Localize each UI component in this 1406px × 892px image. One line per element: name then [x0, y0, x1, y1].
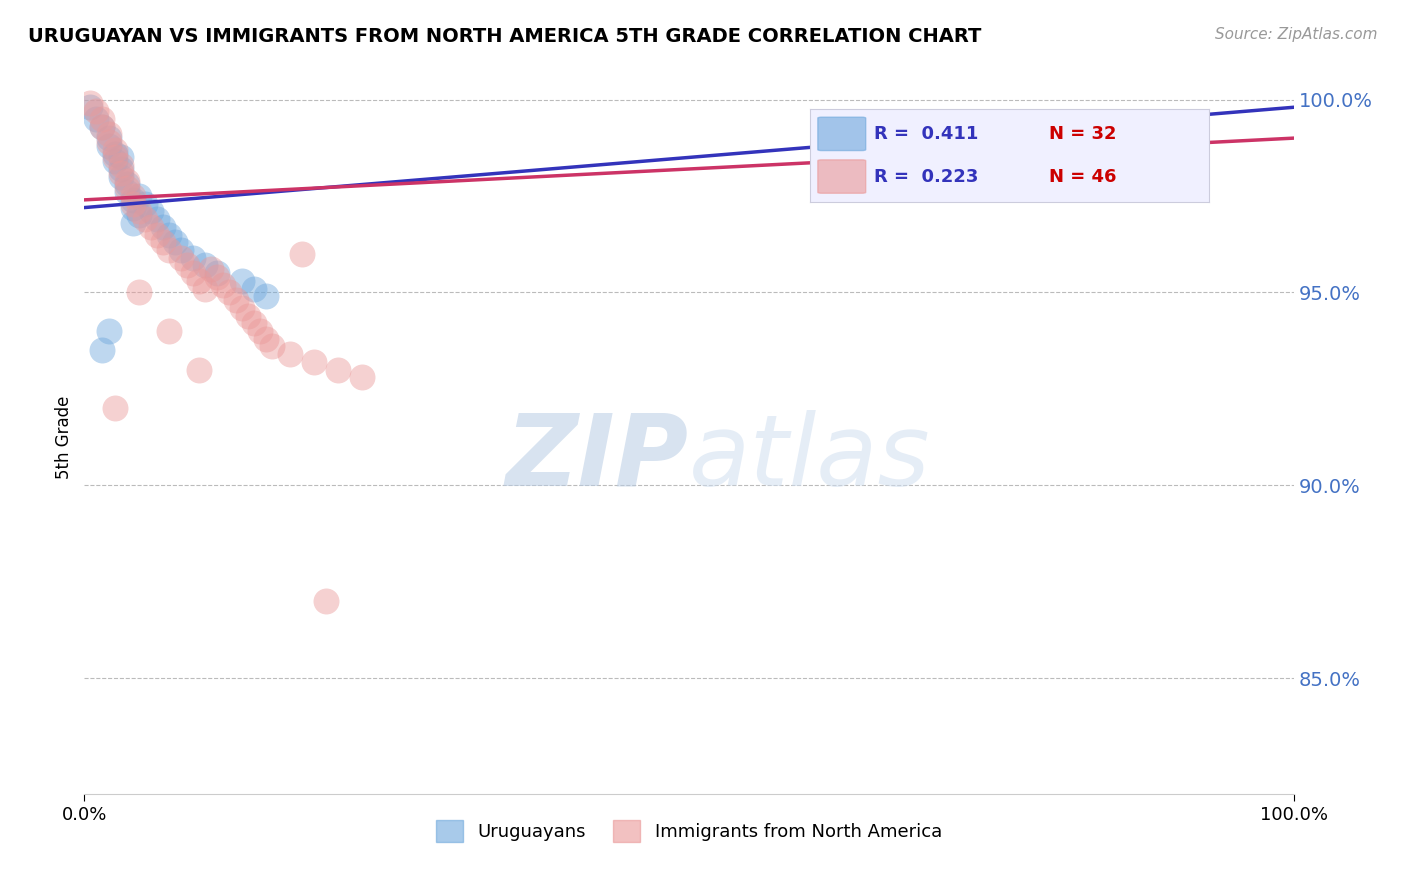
Point — [315, 594, 337, 608]
Point — [121, 196, 143, 211]
Point — [104, 150, 127, 164]
Point — [218, 285, 240, 300]
Point — [115, 181, 138, 195]
Point — [128, 204, 150, 219]
Point — [110, 158, 132, 172]
Point — [291, 247, 314, 261]
Point — [110, 166, 132, 180]
Point — [242, 316, 264, 330]
Legend: Uruguayans, Immigrants from North America: Uruguayans, Immigrants from North Americ… — [429, 813, 949, 849]
Point — [236, 309, 259, 323]
Point — [86, 104, 108, 119]
Text: URUGUAYAN VS IMMIGRANTS FROM NORTH AMERICA 5TH GRADE CORRELATION CHART: URUGUAYAN VS IMMIGRANTS FROM NORTH AMERI… — [28, 27, 981, 45]
Point — [242, 282, 264, 296]
Point — [157, 243, 180, 257]
Point — [200, 262, 222, 277]
Point — [104, 143, 127, 157]
Point — [121, 189, 143, 203]
Point — [254, 289, 277, 303]
Point — [165, 235, 187, 250]
Point — [97, 128, 120, 142]
Point — [139, 204, 162, 219]
Point — [212, 277, 235, 292]
Point — [121, 201, 143, 215]
Point — [104, 401, 127, 416]
Point — [249, 324, 271, 338]
Point — [79, 100, 101, 114]
Point — [134, 196, 156, 211]
Point — [225, 293, 247, 307]
Point — [170, 251, 193, 265]
Y-axis label: 5th Grade: 5th Grade — [55, 395, 73, 479]
Point — [97, 131, 120, 145]
Point — [110, 161, 132, 176]
Point — [97, 324, 120, 338]
Point — [194, 259, 217, 273]
Point — [104, 154, 127, 169]
Point — [181, 266, 204, 280]
Point — [115, 185, 138, 199]
Point — [188, 362, 211, 376]
Point — [115, 173, 138, 187]
Point — [91, 120, 114, 134]
Point — [181, 251, 204, 265]
Point — [86, 112, 108, 126]
Point — [97, 135, 120, 149]
Point — [115, 178, 138, 192]
Point — [146, 227, 169, 242]
Point — [157, 324, 180, 338]
Point — [134, 212, 156, 227]
Point — [146, 212, 169, 227]
Point — [79, 96, 101, 111]
Point — [352, 370, 374, 384]
Point — [91, 120, 114, 134]
Point — [152, 235, 174, 250]
Point — [97, 139, 120, 153]
Text: ZIP: ZIP — [506, 410, 689, 507]
Point — [260, 339, 283, 353]
Point — [194, 282, 217, 296]
Point — [231, 301, 253, 315]
Point — [278, 347, 301, 361]
Point — [157, 227, 180, 242]
Text: atlas: atlas — [689, 410, 931, 507]
Point — [104, 146, 127, 161]
Point — [207, 270, 229, 285]
Point — [91, 112, 114, 126]
Text: Source: ZipAtlas.com: Source: ZipAtlas.com — [1215, 27, 1378, 42]
Point — [110, 169, 132, 184]
Point — [139, 219, 162, 234]
Point — [207, 266, 229, 280]
Point — [128, 285, 150, 300]
Point — [128, 208, 150, 222]
Point — [170, 243, 193, 257]
Point — [91, 343, 114, 358]
Point — [110, 150, 132, 164]
Point — [128, 189, 150, 203]
Point — [176, 259, 198, 273]
Point — [152, 219, 174, 234]
Point — [188, 274, 211, 288]
Point — [302, 355, 325, 369]
Point — [121, 216, 143, 230]
Point — [121, 193, 143, 207]
Point — [328, 362, 350, 376]
Point — [231, 274, 253, 288]
Point — [254, 332, 277, 346]
